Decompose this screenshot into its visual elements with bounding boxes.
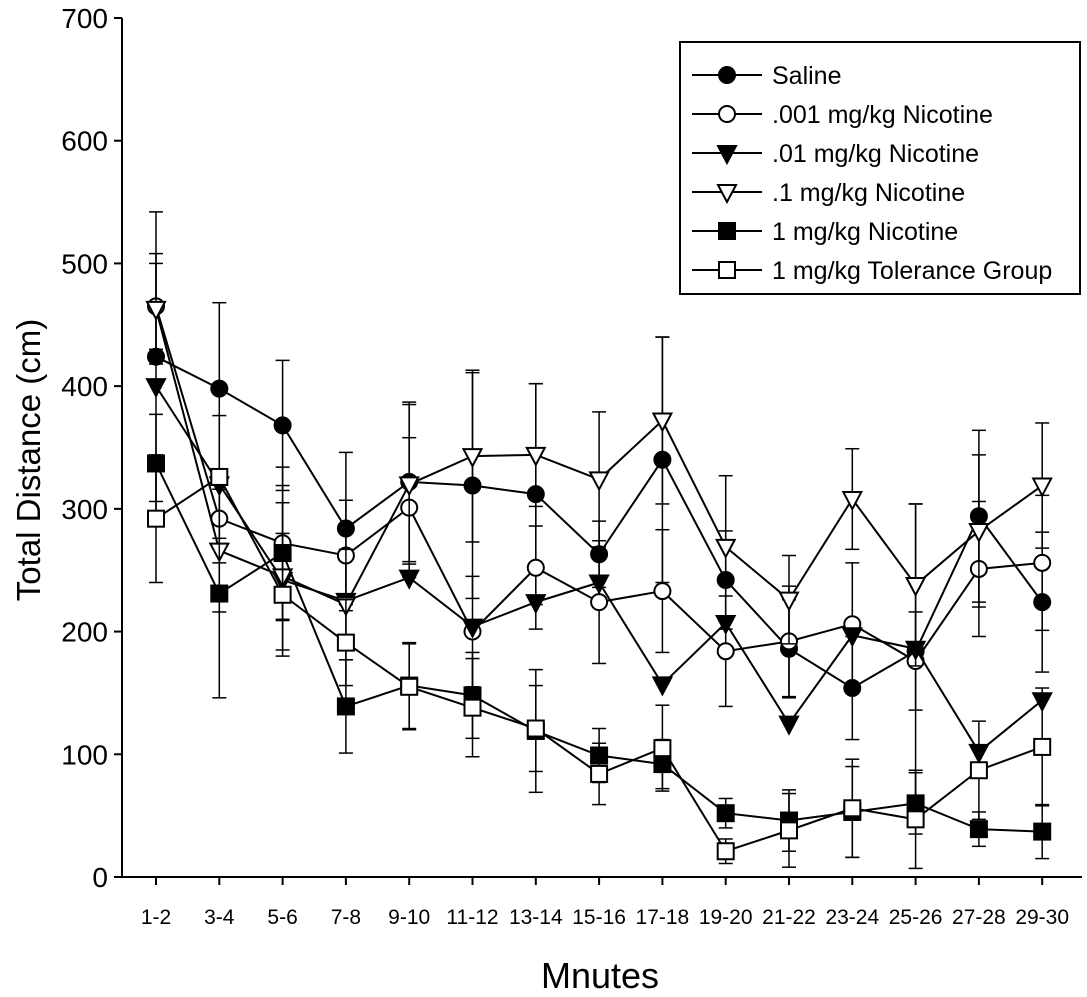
data-point bbox=[210, 467, 229, 486]
data-point bbox=[398, 476, 420, 497]
data-point bbox=[147, 509, 165, 528]
series-5 bbox=[147, 414, 1052, 870]
data-point bbox=[1033, 553, 1052, 572]
legend-label: .1 mg/kg Nicotine bbox=[772, 179, 965, 207]
legend-marker bbox=[716, 184, 738, 205]
data-point bbox=[778, 591, 800, 612]
x-tick-label: 11-12 bbox=[446, 906, 498, 929]
data-point bbox=[273, 585, 292, 604]
data-point bbox=[653, 582, 672, 601]
legend-marker bbox=[718, 261, 736, 279]
data-point bbox=[841, 491, 863, 512]
x-axis: 1-2 3-4 5-6 7-8 9-10 11-12 13-14 15-16 17-18 19-2… bbox=[141, 877, 1069, 929]
data-point bbox=[526, 558, 545, 577]
data-point bbox=[336, 633, 355, 652]
legend-label: Saline bbox=[772, 62, 842, 90]
x-axis-title: Mnutes bbox=[541, 955, 659, 996]
x-tick-label: 7-8 bbox=[331, 906, 361, 929]
data-point bbox=[1031, 477, 1053, 498]
x-tick-label: 1-2 bbox=[141, 906, 171, 929]
y-tick-label: 700 bbox=[61, 3, 108, 34]
data-point bbox=[715, 538, 737, 560]
data-point bbox=[590, 593, 609, 612]
data-point bbox=[904, 576, 927, 598]
data-point bbox=[653, 739, 672, 758]
y-tick-label: 600 bbox=[61, 126, 108, 157]
y-tick-label: 100 bbox=[61, 739, 108, 770]
data-point bbox=[716, 642, 735, 661]
series-layer bbox=[145, 211, 1053, 870]
data-point bbox=[588, 574, 610, 595]
data-point bbox=[463, 698, 482, 717]
x-tick-label: 3-4 bbox=[204, 906, 235, 929]
data-point bbox=[526, 719, 545, 738]
x-tick-label: 27-28 bbox=[952, 906, 1006, 929]
x-tick-label: 9-10 bbox=[388, 906, 430, 929]
x-tick-label: 15-16 bbox=[572, 906, 626, 929]
data-point bbox=[651, 676, 674, 697]
x-tick-label: 13-14 bbox=[509, 906, 563, 929]
legend-label: 1 mg/kg Tolerance Group bbox=[772, 257, 1052, 285]
data-point bbox=[273, 416, 292, 435]
y-tick-label: 400 bbox=[61, 371, 108, 402]
legend-marker bbox=[716, 145, 738, 166]
data-point bbox=[525, 594, 547, 615]
x-tick-label: 19-20 bbox=[699, 906, 753, 929]
x-tick-label: 23-24 bbox=[825, 906, 879, 929]
y-axis: 0 100 200 300 400 500 600 700 bbox=[61, 3, 122, 893]
y-tick-label: 500 bbox=[61, 248, 108, 279]
y-tick-label: 300 bbox=[61, 494, 108, 525]
legend-marker bbox=[718, 222, 736, 240]
legend-marker bbox=[718, 66, 736, 84]
data-point bbox=[461, 448, 484, 469]
data-point bbox=[841, 627, 863, 648]
data-point bbox=[969, 761, 988, 780]
data-point bbox=[210, 584, 229, 603]
y-tick-label: 200 bbox=[61, 617, 108, 648]
data-point bbox=[590, 764, 609, 783]
data-point bbox=[906, 810, 925, 829]
legend-label: 1 mg/kg Nicotine bbox=[772, 218, 958, 246]
legend-box bbox=[679, 41, 1081, 295]
data-point bbox=[651, 412, 674, 433]
x-tick-label: 21-22 bbox=[762, 906, 816, 929]
data-point bbox=[716, 804, 735, 823]
data-point bbox=[588, 471, 610, 492]
x-tick-label: 17-18 bbox=[636, 906, 690, 929]
legend-label: .01 mg/kg Nicotine bbox=[772, 140, 979, 168]
y-tick-label: 0 bbox=[92, 862, 108, 893]
data-point bbox=[145, 378, 167, 399]
data-point bbox=[780, 821, 798, 840]
x-tick-label: 25-26 bbox=[889, 906, 943, 929]
legend-marker bbox=[718, 105, 736, 123]
y-axis-title: Total Distance (cm) bbox=[10, 319, 47, 601]
data-point bbox=[716, 842, 735, 861]
data-point bbox=[843, 799, 862, 818]
data-point bbox=[1033, 822, 1052, 841]
x-tick-label: 29-30 bbox=[1015, 906, 1069, 929]
data-point bbox=[525, 446, 547, 468]
data-point bbox=[145, 300, 167, 321]
data-point bbox=[969, 820, 988, 839]
data-point bbox=[461, 618, 484, 639]
data-point bbox=[778, 715, 800, 736]
data-point bbox=[210, 379, 229, 398]
data-point bbox=[336, 697, 355, 716]
legend-label: .001 mg/kg Nicotine bbox=[772, 101, 993, 129]
data-point bbox=[1033, 737, 1052, 756]
legend: Saline .001 mg/kg Nicotine .01 mg/kg Nicot… bbox=[679, 41, 1081, 295]
x-tick-label: 5-6 bbox=[267, 906, 297, 929]
data-point bbox=[398, 569, 420, 590]
data-point bbox=[400, 677, 419, 696]
data-point bbox=[968, 522, 990, 544]
